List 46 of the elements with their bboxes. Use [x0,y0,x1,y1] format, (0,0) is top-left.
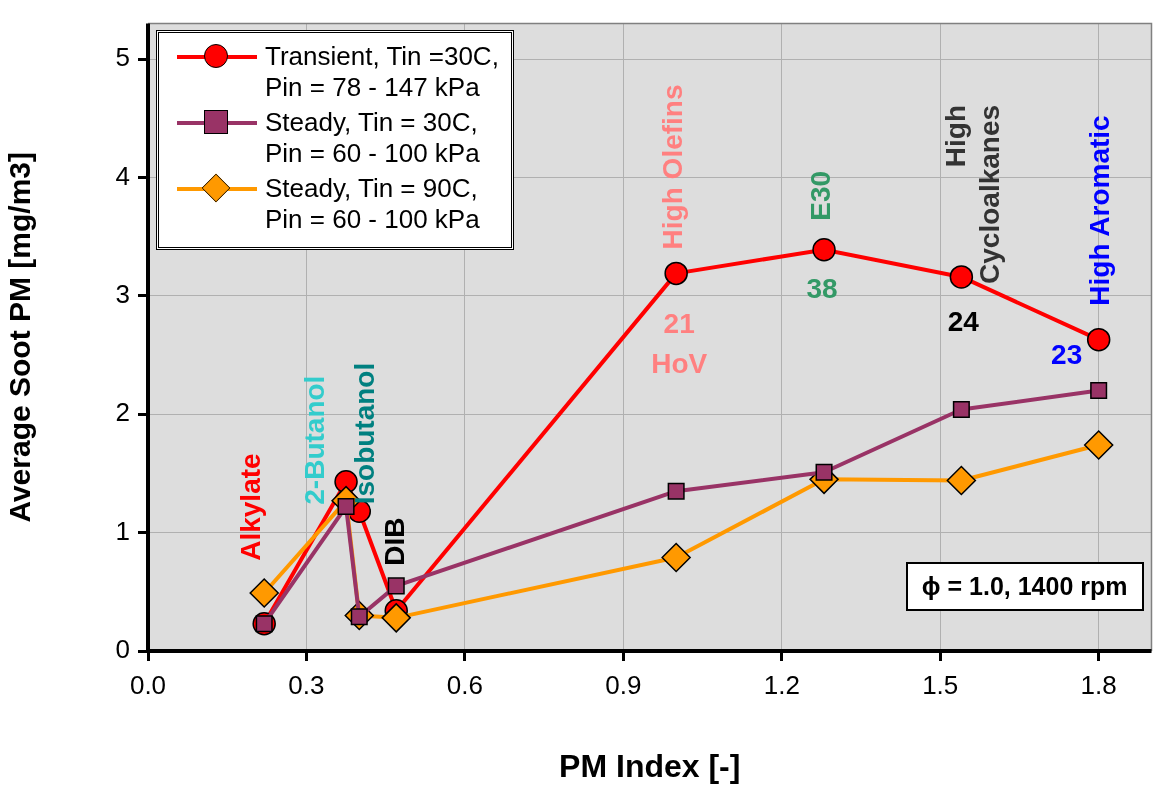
annotation: DIB [378,517,410,566]
x-tick-label: 0.9 [605,669,642,700]
annotation: 38 [806,273,838,305]
annotation: Isobutanol [348,362,380,505]
point [1083,430,1114,460]
y-tick-label: 5 [115,42,130,73]
x-tick-label: 0.6 [446,669,483,700]
x-tick-label: 1.8 [1080,669,1117,700]
point [1086,327,1111,352]
y-tick-label: 3 [115,279,130,310]
legend-label: Steady, Tin = 90C, Pin = 60 - 100 kPa [265,172,480,235]
point [949,265,974,289]
point [381,603,411,633]
y-tick-label: 4 [115,160,130,191]
legend-label: Steady, Tin = 30C, Pin = 60 - 100 kPa [265,106,480,169]
y-axis-title: Average Soot PM [mg/m3] [3,151,37,523]
legend-label: Transient, Tin =30C, Pin = 78 - 147 kPa [265,40,499,103]
x-tick-label: 1.5 [922,669,959,700]
annotation: Alkylate [234,453,266,561]
x-tick-label: 0.3 [288,669,325,700]
point [661,542,691,573]
x-tick-label: 1.2 [763,669,800,700]
point [812,237,836,262]
annotation: High Aromatic [1084,115,1116,306]
annotation: High Olefins [656,84,688,250]
annotation: High Cycloalkanes [940,104,1006,284]
point [387,577,405,595]
point [249,578,279,608]
y-tick-label: 2 [115,397,130,428]
point [952,400,970,419]
y-tick-label: 0 [115,634,130,665]
annotation: 21 [663,308,695,340]
point [815,463,833,481]
point [667,482,685,500]
annotation: 2-Butanol [298,375,330,505]
x-axis-title: PM Index [-] [559,747,741,784]
y-tick-label: 1 [115,515,130,546]
annotation: E30 [804,170,836,221]
point [946,465,977,496]
annotation: 23 [1051,339,1083,371]
x-tick-label: 0.0 [129,669,167,700]
annotation: HoV [651,348,708,380]
point [664,261,688,286]
annotation: 24 [947,305,980,337]
annotation: ϕ = 1.0, 1400 rpm [905,562,1144,611]
point [1090,382,1108,400]
